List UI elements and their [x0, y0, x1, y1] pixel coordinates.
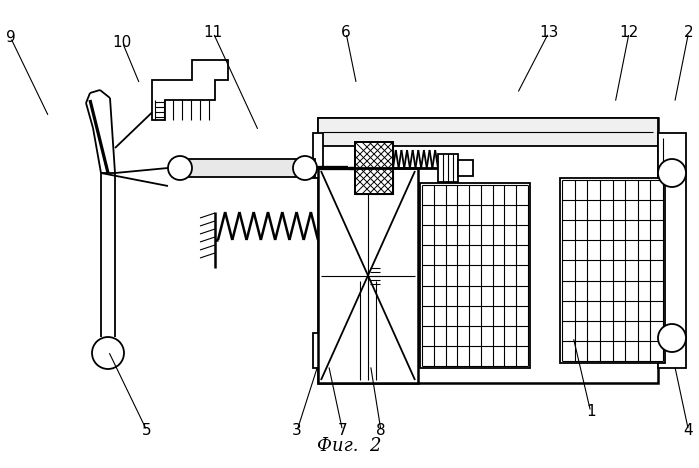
Bar	[175, 159, 315, 177]
Text: 10: 10	[113, 35, 132, 50]
Bar	[318, 118, 658, 383]
Text: 9: 9	[6, 30, 15, 45]
Circle shape	[92, 337, 124, 369]
Text: 4: 4	[684, 423, 693, 438]
Circle shape	[293, 156, 317, 180]
Bar	[420, 183, 530, 368]
Text: 2: 2	[684, 25, 693, 40]
Bar	[313, 133, 323, 178]
Bar	[355, 142, 393, 194]
Text: 11: 11	[203, 25, 223, 40]
Bar	[458, 160, 473, 176]
Polygon shape	[152, 60, 228, 120]
Text: 13: 13	[539, 25, 559, 40]
Bar	[313, 333, 323, 368]
Bar	[355, 142, 393, 194]
Text: 6: 6	[341, 25, 351, 40]
Circle shape	[168, 156, 192, 180]
Bar	[560, 178, 665, 363]
Bar	[438, 154, 458, 182]
Circle shape	[658, 159, 686, 187]
Bar	[658, 133, 686, 368]
Text: 1: 1	[586, 404, 596, 419]
Bar	[318, 168, 418, 383]
Text: 5: 5	[142, 423, 152, 438]
Circle shape	[658, 324, 686, 352]
Text: 12: 12	[619, 25, 639, 40]
Bar	[355, 142, 393, 194]
Bar	[355, 142, 393, 194]
Text: 7: 7	[338, 423, 347, 438]
Text: Фиг.  2: Фиг. 2	[317, 437, 382, 455]
Text: 8: 8	[376, 423, 386, 438]
Text: 3: 3	[292, 423, 302, 438]
Bar	[318, 118, 658, 146]
